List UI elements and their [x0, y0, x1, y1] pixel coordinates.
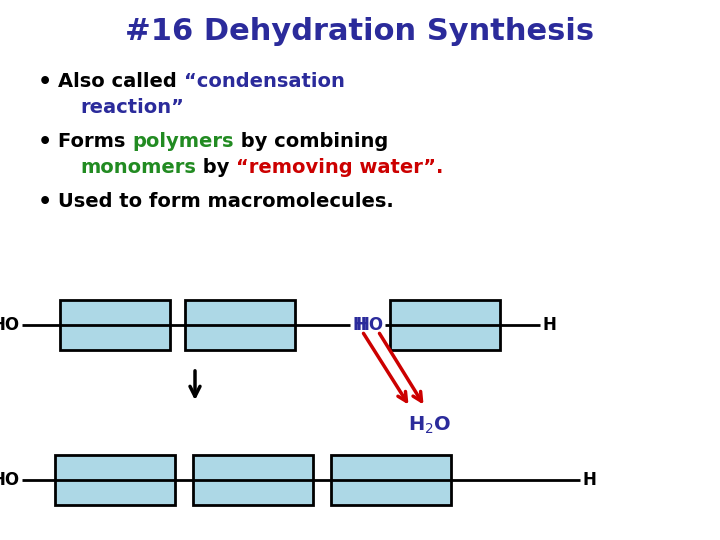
Text: H: H — [352, 316, 366, 334]
Bar — [185, 300, 295, 350]
Bar — [60, 300, 170, 350]
Text: Also called: Also called — [58, 72, 184, 91]
Text: •: • — [38, 132, 53, 152]
Bar — [331, 455, 451, 505]
Text: H$_2$O: H$_2$O — [408, 415, 451, 436]
Text: monomers: monomers — [80, 158, 196, 177]
Text: HO: HO — [0, 316, 20, 334]
Text: polymers: polymers — [132, 132, 233, 151]
Text: “condensation: “condensation — [184, 72, 344, 91]
Text: Forms: Forms — [58, 132, 132, 151]
Bar — [390, 300, 500, 350]
Text: reaction”: reaction” — [80, 98, 184, 117]
Bar — [55, 455, 175, 505]
Text: by combining: by combining — [233, 132, 388, 151]
Text: “removing water”.: “removing water”. — [236, 158, 444, 177]
Text: Used to form macromolecules.: Used to form macromolecules. — [58, 192, 394, 211]
Text: •: • — [38, 72, 53, 92]
Bar — [193, 455, 313, 505]
Text: H: H — [582, 471, 596, 489]
Text: by: by — [196, 158, 236, 177]
Text: #16 Dehydration Synthesis: #16 Dehydration Synthesis — [125, 17, 595, 46]
Text: HO: HO — [356, 316, 384, 334]
Text: •: • — [38, 192, 53, 212]
Text: H: H — [542, 316, 556, 334]
Text: HO: HO — [0, 471, 20, 489]
